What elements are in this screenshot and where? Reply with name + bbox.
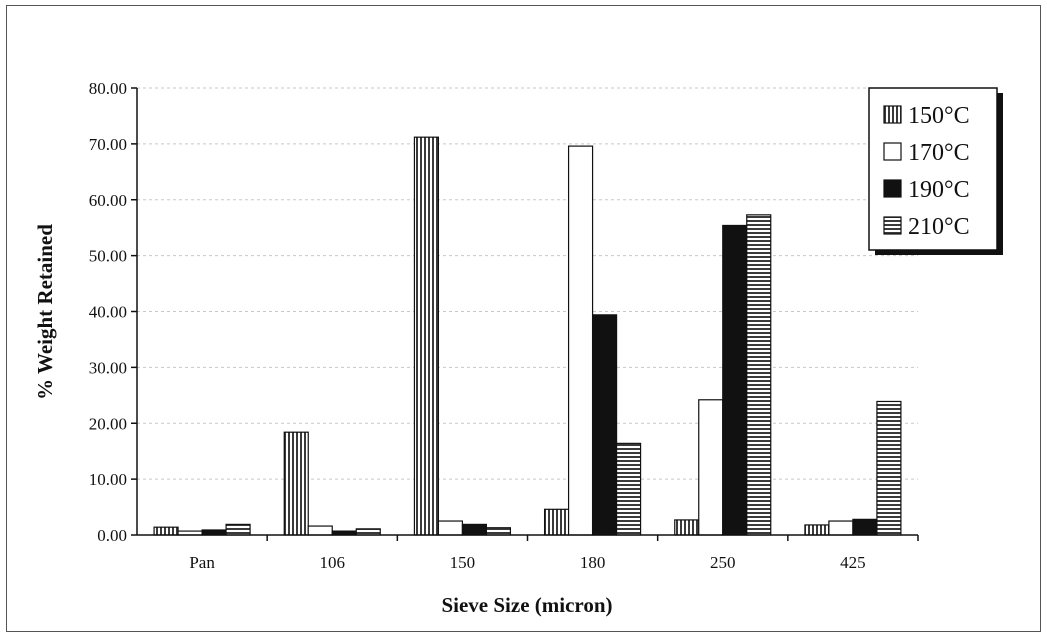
x-tick-labels: Pan 106 150 180 250 425 [189, 535, 919, 572]
x-tick-label: 150 [450, 553, 476, 572]
y-tick-label: 20.00 [89, 414, 127, 433]
bar [437, 520, 464, 536]
bar [591, 314, 618, 536]
bar [746, 214, 772, 536]
bar [225, 523, 251, 536]
legend: 150°C 170°C 190°C 210°C [868, 87, 1003, 255]
bar [804, 524, 830, 536]
bar [698, 399, 724, 536]
bar [355, 528, 381, 536]
bar [615, 442, 642, 536]
legend-label: 190°C [908, 177, 970, 203]
y-tick-label: 70.00 [89, 135, 127, 154]
x-tick-label: 180 [580, 553, 606, 572]
bar [485, 527, 512, 536]
x-tick-label: 425 [840, 553, 866, 572]
bar [413, 136, 440, 536]
x-axis-title: Sieve Size (micron) [441, 593, 612, 617]
y-tick-label: 50.00 [89, 247, 127, 266]
chart-frame [6, 5, 1041, 632]
x-tick-label: Pan [189, 553, 215, 572]
bar [722, 224, 748, 536]
bar [153, 526, 179, 536]
bar [852, 518, 878, 536]
y-tick-label: 80.00 [89, 79, 127, 98]
legend-swatch [883, 142, 902, 161]
bar [201, 529, 227, 536]
bar [283, 431, 309, 536]
y-tick-labels: 0.00 10.00 20.00 30.00 40.00 50.00 60.00 70.00 8… [89, 79, 137, 545]
legend-swatch [883, 216, 902, 235]
legend-swatch [883, 105, 902, 124]
bars [153, 136, 902, 536]
x-tick-label: 250 [710, 553, 736, 572]
y-tick-label: 0.00 [97, 526, 127, 545]
y-axis-title: % Weight Retained [33, 224, 57, 400]
legend-label: 170°C [908, 140, 970, 166]
bar [307, 525, 333, 536]
y-tick-label: 40.00 [89, 303, 127, 322]
legend-label: 150°C [908, 103, 970, 129]
bar [543, 508, 570, 536]
legend-label: 210°C [908, 214, 970, 240]
bar [567, 145, 594, 536]
y-tick-label: 60.00 [89, 191, 127, 210]
bar [828, 520, 854, 536]
gridlines [137, 87, 918, 480]
y-tick-label: 30.00 [89, 358, 127, 377]
y-tick-label: 10.00 [89, 470, 127, 489]
legend-swatch [883, 179, 902, 198]
bar [674, 519, 700, 536]
bar [876, 400, 902, 536]
bar [461, 523, 488, 536]
x-tick-label: 106 [320, 553, 346, 572]
